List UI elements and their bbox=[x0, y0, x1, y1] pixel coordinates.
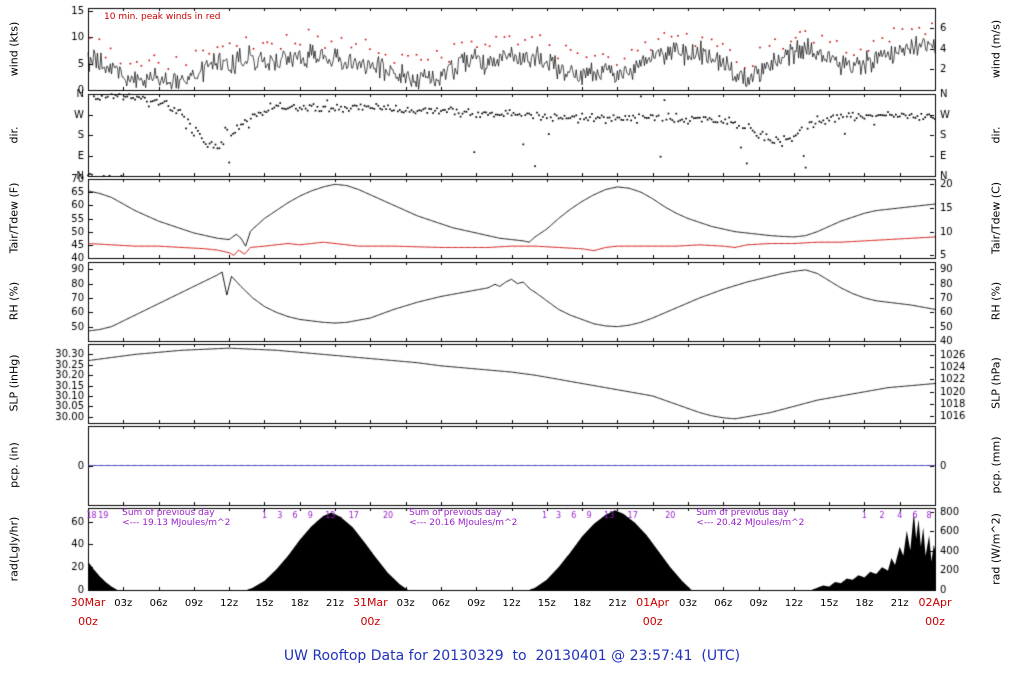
x-axis-hour-label: 21z bbox=[608, 598, 627, 609]
peak-wind-note: 10 min. peak winds in red bbox=[104, 12, 221, 22]
y-axis-label-wind-right: wind (m/s) bbox=[989, 19, 1003, 79]
x-axis-hour-label: 00z bbox=[925, 615, 945, 628]
x-axis-hour-label: 00z bbox=[360, 615, 381, 628]
y-axis-label-slp-right: SLP (hPa) bbox=[989, 357, 1003, 409]
x-axis-date-label: 30Mar bbox=[70, 596, 106, 609]
x-axis-date-label: 01Apr bbox=[636, 596, 670, 609]
x-axis-hour-label: 18z bbox=[855, 598, 874, 609]
meteogram-canvas bbox=[0, 0, 1024, 640]
x-axis-hour-label: 15z bbox=[820, 598, 839, 609]
y-axis-label-rh-right: RH (%) bbox=[989, 281, 1003, 321]
y-axis-label-wind-left: wind (kts) bbox=[7, 21, 21, 77]
y-axis-label-rad-right: rad (W/m^2) bbox=[989, 513, 1003, 585]
x-axis-hour-label: 12z bbox=[784, 598, 803, 609]
x-axis-hour-label: 15z bbox=[255, 598, 274, 609]
y-axis-label-dir-right: dir. bbox=[989, 126, 1003, 144]
y-axis-label-slp-left: SLP (inHg) bbox=[7, 354, 21, 412]
x-axis-hour-label: 18z bbox=[290, 598, 309, 609]
x-axis-hour-label: 00z bbox=[642, 615, 663, 628]
x-axis-date-label: 02Apr bbox=[918, 596, 952, 609]
rad-sum-annotation: Sum of previous day <--- 20.16 MJoules/m^… bbox=[409, 508, 518, 528]
rad-sum-annotation: Sum of previous day <--- 19.13 MJoules/m^… bbox=[122, 508, 231, 528]
x-axis-hour-label: 03z bbox=[396, 598, 415, 609]
x-axis-hour-label: 06z bbox=[149, 598, 168, 609]
x-axis-hour-label: 21z bbox=[326, 598, 345, 609]
x-axis-date-label: 31Mar bbox=[352, 596, 388, 609]
chart-title: UW Rooftop Data for 20130329 to 20130401… bbox=[283, 648, 741, 664]
x-axis-hour-label: 09z bbox=[749, 598, 768, 609]
x-axis-hour-label: 12z bbox=[502, 598, 521, 609]
x-axis-hour-label: 12z bbox=[220, 598, 239, 609]
y-axis-label-dir-left: dir. bbox=[7, 126, 21, 144]
x-axis-hour-label: 00z bbox=[78, 615, 98, 628]
x-axis-hour-label: 09z bbox=[467, 598, 486, 609]
y-axis-label-rh-left: RH (%) bbox=[7, 281, 21, 321]
y-axis-label-pcp-left: pcp. (in) bbox=[7, 442, 21, 488]
y-axis-label-pcp-right: pcp. (mm) bbox=[989, 436, 1003, 494]
y-axis-label-temp-right: Tair/Tdew (C) bbox=[989, 181, 1003, 255]
y-axis-label-temp-left: Tair/Tdew (F) bbox=[7, 182, 21, 254]
x-axis-hour-label: 21z bbox=[890, 598, 909, 609]
y-axis-label-rad-left: rad(Lgly/hr) bbox=[7, 516, 21, 582]
x-axis-hour-label: 03z bbox=[114, 598, 133, 609]
rad-sum-annotation: Sum of previous day <--- 20.42 MJoules/m^… bbox=[696, 508, 805, 528]
x-axis-hour-label: 03z bbox=[678, 598, 697, 609]
x-axis-hour-label: 18z bbox=[573, 598, 592, 609]
x-axis-hour-label: 06z bbox=[431, 598, 450, 609]
x-axis-hour-label: 09z bbox=[184, 598, 203, 609]
x-axis-hour-label: 06z bbox=[714, 598, 733, 609]
x-axis-hour-label: 15z bbox=[537, 598, 556, 609]
